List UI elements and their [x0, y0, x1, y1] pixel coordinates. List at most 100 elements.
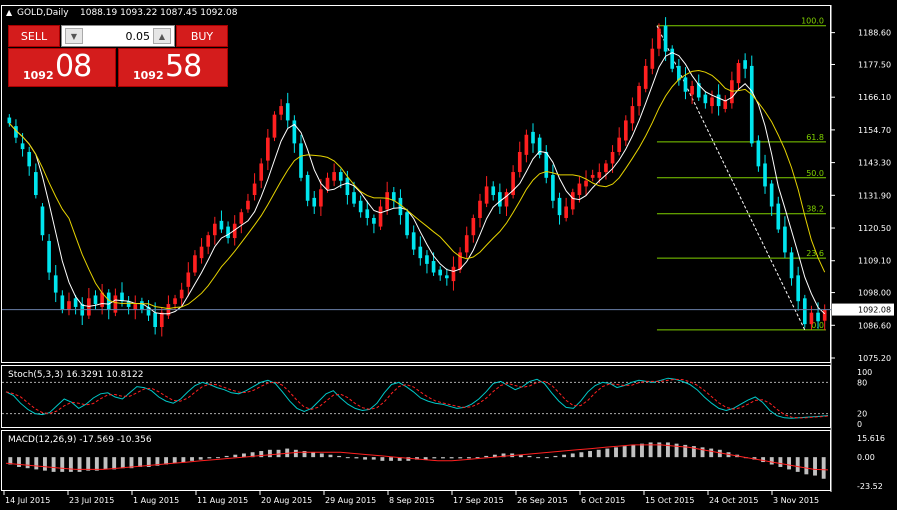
- candle-body: [471, 217, 476, 236]
- candle-body: [405, 212, 409, 236]
- macd-label: MACD(12,26,9) -17.569 -10.356: [8, 435, 152, 445]
- macd-histogram-bar: [397, 457, 402, 461]
- macd-histogram-bar: [709, 448, 714, 458]
- macd-histogram-bar: [129, 457, 134, 469]
- candle-body: [464, 235, 469, 253]
- macd-histogram-bar: [68, 457, 73, 472]
- candle-body: [551, 174, 555, 201]
- candle-body: [299, 143, 303, 178]
- macd-histogram-bar: [371, 457, 376, 460]
- candle-body: [584, 180, 588, 187]
- volume-stepper: ▼ ▲: [61, 25, 175, 47]
- macd-histogram-bar: [42, 457, 47, 471]
- fibo-level-label: 38.2: [806, 205, 824, 214]
- macd-histogram-bar: [665, 442, 670, 458]
- symbol-triangle-icon[interactable]: ▲: [6, 8, 13, 17]
- macd-histogram-bar: [181, 457, 186, 463]
- candle-body: [226, 226, 230, 239]
- candle-body: [743, 60, 747, 69]
- bid-price-pips: 08: [55, 49, 92, 84]
- macd-histogram-bar: [813, 457, 817, 476]
- price-tick-label: 1109.10: [858, 257, 891, 266]
- time-label: 17 Sep 2015: [453, 496, 504, 505]
- ask-price-button[interactable]: 1092 58: [118, 48, 228, 87]
- macd-histogram-bar: [164, 457, 169, 465]
- macd-tick-label: 0.00: [857, 453, 875, 462]
- candle-body: [451, 266, 456, 282]
- candle-body: [219, 220, 224, 230]
- candle-body: [199, 246, 204, 259]
- buy-button[interactable]: BUY: [176, 25, 228, 47]
- candle-body: [498, 192, 502, 207]
- macd-histogram-bar: [60, 457, 65, 472]
- macd-histogram-bar: [570, 453, 575, 458]
- macd-histogram-bar: [579, 452, 584, 458]
- macd-histogram-bar: [432, 457, 437, 459]
- macd-histogram-bar: [337, 455, 342, 458]
- candle-body: [769, 183, 774, 207]
- candle-body: [246, 200, 250, 210]
- candle-body: [531, 131, 535, 144]
- macd-histogram-bar: [691, 446, 696, 458]
- macd-histogram-bar: [250, 452, 255, 458]
- candle-body: [352, 192, 356, 204]
- macd-histogram-bar: [354, 457, 359, 459]
- candle-body: [239, 212, 244, 224]
- candle-body: [20, 143, 25, 150]
- price-tick-label: 1120.50: [858, 224, 891, 233]
- macd-histogram-bar: [657, 442, 662, 458]
- macd-histogram-bar: [821, 457, 826, 479]
- macd-histogram-bar: [717, 449, 722, 458]
- macd-histogram-bar: [216, 457, 220, 459]
- candle-body: [438, 269, 443, 276]
- candle-body: [822, 309, 827, 321]
- candle-body: [749, 65, 754, 144]
- macd-histogram-bar: [787, 457, 792, 470]
- candle-body: [372, 217, 376, 224]
- candle-body: [305, 174, 310, 201]
- volume-increase-icon[interactable]: ▲: [153, 28, 171, 44]
- candle-body: [232, 223, 237, 239]
- macd-histogram-bar: [94, 457, 99, 471]
- candle-body: [153, 312, 157, 328]
- candle-body: [590, 174, 595, 178]
- candle-body: [173, 298, 177, 305]
- candle-body: [597, 172, 602, 178]
- ohlc-readout: 1088.19 1093.22 1087.45 1092.08: [80, 8, 238, 18]
- candle-body: [736, 63, 741, 84]
- sell-button[interactable]: SELL: [8, 25, 60, 47]
- macd-histogram-bar: [761, 457, 766, 463]
- time-label: 8 Sep 2015: [389, 496, 435, 505]
- candle-body: [445, 275, 449, 279]
- macd-histogram-bar: [311, 452, 316, 458]
- macd-histogram-bar: [112, 457, 117, 470]
- ask-price-pips: 58: [165, 49, 202, 84]
- candle-body: [53, 275, 58, 293]
- candle-body: [663, 25, 668, 52]
- time-label: 11 Aug 2015: [197, 496, 248, 505]
- macd-histogram-bar: [233, 454, 238, 458]
- candle-body: [60, 295, 65, 310]
- candle-body: [431, 261, 436, 273]
- candle-body: [279, 106, 283, 115]
- macd-histogram-bar: [423, 457, 428, 460]
- macd-histogram-bar: [536, 457, 541, 459]
- volume-decrease-icon[interactable]: ▼: [65, 28, 83, 44]
- volume-input[interactable]: [86, 26, 150, 46]
- candle-body: [670, 48, 675, 69]
- stoch-tick-label: 0: [857, 420, 862, 429]
- macd-histogram-bar: [605, 448, 610, 458]
- candle-body: [186, 272, 191, 287]
- candle-body: [816, 312, 820, 322]
- time-label: 23 Jul 2015: [69, 496, 114, 505]
- candle-body: [312, 197, 317, 207]
- macd-histogram-bar: [458, 457, 463, 459]
- macd-histogram-bar: [501, 453, 506, 458]
- macd-histogram-bar: [224, 455, 229, 458]
- bid-price-button[interactable]: 1092 08: [8, 48, 116, 87]
- window-title: GOLD,Daily: [17, 8, 69, 18]
- macd-histogram-bar: [640, 443, 644, 458]
- candle-body: [690, 85, 694, 95]
- macd-histogram-bar: [441, 457, 445, 459]
